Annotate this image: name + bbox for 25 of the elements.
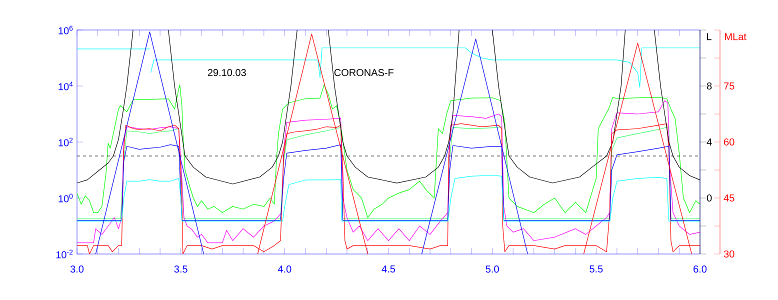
y-tick-label: 10$^{4}$ (58, 82, 73, 90)
y2-tick-label: 0 (706, 194, 712, 202)
y2-tick-label: 4 (706, 138, 712, 146)
x-tick-label: 6.0 (694, 266, 707, 273)
y-tick-label: 10$^{6}$ (58, 26, 73, 34)
annotation: CORONAS-F (334, 69, 394, 76)
line-series (77, 84, 700, 218)
x-tick-label: 5.5 (590, 266, 603, 273)
y-tick-label: 10$^{0}$ (58, 194, 73, 202)
y3-axis-title: MLat (725, 33, 746, 40)
y3-tick-label: 60 (724, 138, 734, 146)
y2-tick-label: 8 (706, 82, 712, 90)
y-tick-label: 10$^{2}$ (58, 138, 73, 146)
x-tick-label: 5.0 (486, 266, 499, 273)
annotation: 29.10.03 (208, 69, 246, 76)
x-tick-label: 4.5 (382, 266, 396, 273)
y3-tick-label: 45 (724, 194, 734, 202)
x-tick-label: 4.0 (278, 266, 292, 273)
x-tick-label: 3.0 (70, 266, 84, 273)
y3-tick-label: 30 (724, 250, 734, 258)
x-tick-label: 3.5 (174, 266, 188, 273)
line-series (77, 174, 700, 222)
y-tick-label: 10$^{-2}$ (56, 250, 73, 258)
y3-tick-label: 75 (724, 82, 734, 90)
y2-axis-title: L (707, 33, 712, 40)
